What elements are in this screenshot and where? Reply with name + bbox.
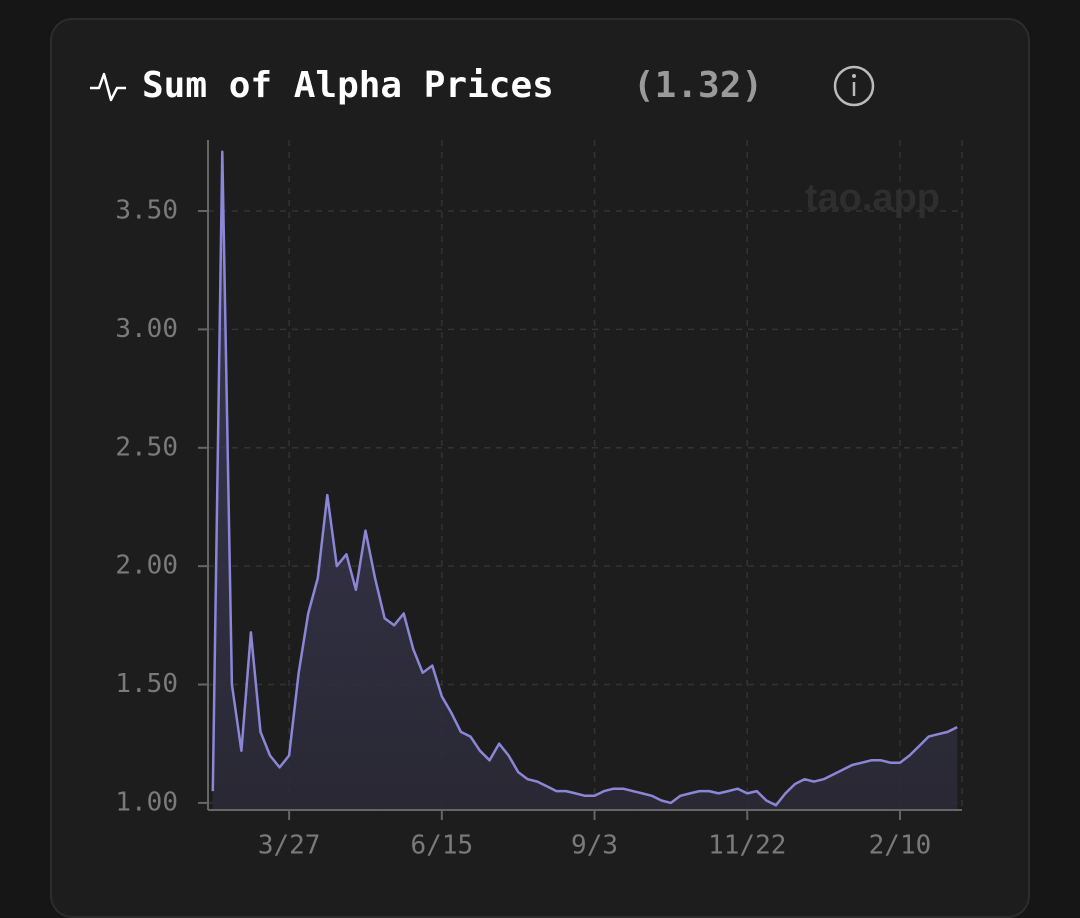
y-tick-label: 1.50 — [115, 669, 178, 699]
pulse-icon — [90, 72, 126, 102]
x-tick-label: 3/27 — [258, 831, 321, 861]
x-tick-label: 2/10 — [869, 831, 932, 861]
x-tick-label: 9/3 — [571, 831, 618, 861]
x-tick-label: 11/22 — [708, 831, 786, 861]
x-tick-label: 6/15 — [411, 831, 474, 861]
watermark: tao.app — [805, 177, 940, 219]
info-button[interactable] — [833, 65, 875, 107]
page: Sum of Alpha Prices (1.32) tao.app 1.00 1… — [50, 18, 1030, 918]
y-tick-label: 1.00 — [115, 787, 178, 817]
chart-title: Sum of Alpha Prices — [142, 65, 554, 106]
y-tick-label: 3.00 — [115, 314, 178, 344]
current-value: (1.32) — [633, 65, 763, 106]
area — [212, 151, 958, 811]
y-tick-label: 3.50 — [115, 196, 178, 226]
y-tick-label: 2.00 — [115, 551, 178, 581]
chart: Sum of Alpha Prices (1.32) tao.app 1.00 1… — [90, 65, 963, 861]
y-tick-label: 2.50 — [115, 432, 178, 462]
line — [211, 150, 958, 807]
